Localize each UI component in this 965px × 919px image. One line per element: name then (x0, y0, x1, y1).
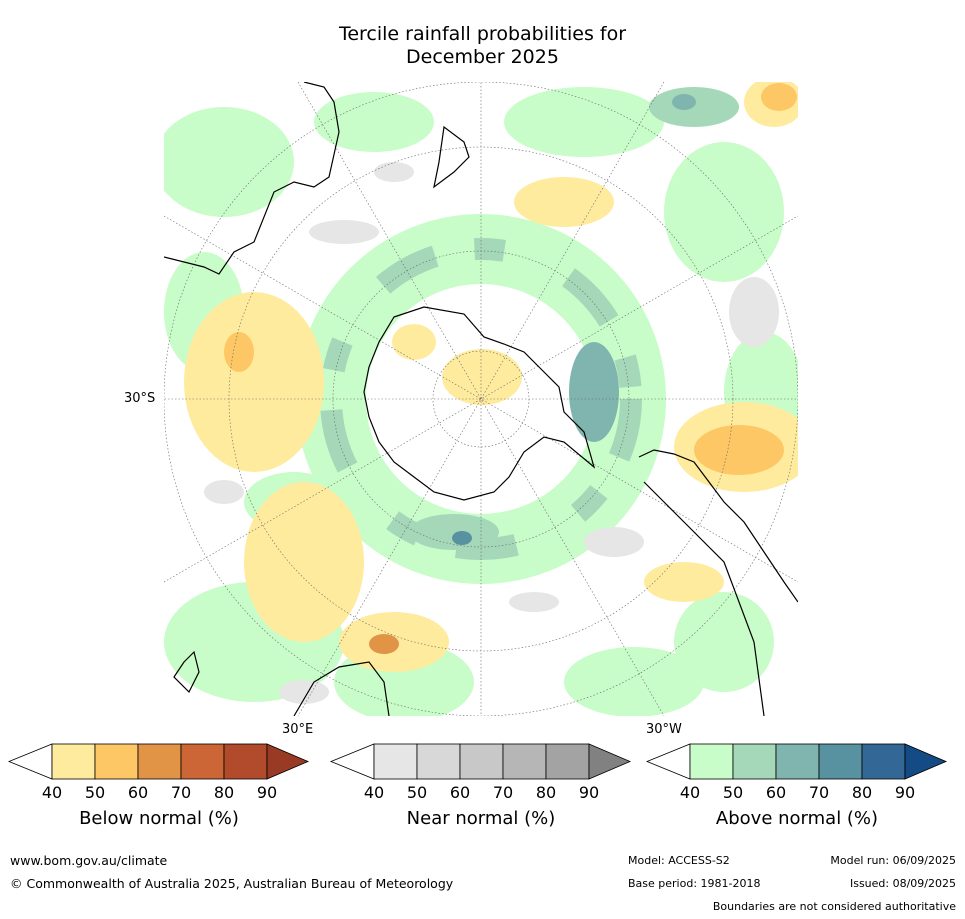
south-america-west (643, 481, 765, 716)
colorbar-segment (732, 743, 777, 780)
tick-label: 50 (406, 783, 428, 802)
model-text: Model: ACCESS-S2 (628, 854, 730, 867)
colorbar-above-normal (646, 743, 948, 780)
latitude-label-30s: 30°S (124, 391, 156, 406)
colorbar-segment (775, 743, 820, 780)
base-period-text: Base period: 1981-2018 (628, 877, 761, 890)
tick-label: 80 (851, 783, 873, 802)
below-normal-areas (184, 82, 798, 672)
australia-coast (164, 82, 340, 275)
tick-label: 60 (765, 783, 787, 802)
colorbar-extend-low (8, 743, 53, 780)
tick-label: 50 (84, 783, 106, 802)
colorbar-segment (502, 743, 547, 780)
tick-label: 80 (213, 783, 235, 802)
antarctica-coast (363, 306, 596, 501)
colorbar-near-title: Near normal (%) (406, 808, 556, 829)
colorbar-extend-low (646, 743, 691, 780)
new-zealand-coast (433, 125, 470, 189)
colorbar-segment (51, 743, 96, 780)
colorbar-extend-high (266, 743, 310, 780)
colorbar-segment (861, 743, 906, 780)
colorbar-below-title: Below normal (%) (79, 808, 239, 829)
rainfall-probability-map (164, 82, 798, 716)
colorbar-extend-high (588, 743, 632, 780)
longitude-label-30e: 30°E (282, 722, 314, 737)
graticule (164, 82, 798, 716)
tick-label: 70 (808, 783, 830, 802)
colorbar-segment (180, 743, 225, 780)
above-normal-darker (284, 87, 739, 550)
tick-label: 80 (535, 783, 557, 802)
madagascar-coast (173, 650, 200, 694)
colorbar-segment (223, 743, 268, 780)
website-link[interactable]: www.bom.gov.au/climate (10, 853, 168, 868)
tick-label: 60 (127, 783, 149, 802)
issued-text: Issued: 08/09/2025 (849, 877, 956, 890)
colorbar-segment (459, 743, 504, 780)
tick-label: 90 (894, 783, 916, 802)
tick-label: 40 (363, 783, 385, 802)
tick-label: 90 (256, 783, 278, 802)
colorbar-segment (545, 743, 590, 780)
model-run-text: Model run: 06/09/2025 (830, 854, 956, 867)
tick-label: 70 (492, 783, 514, 802)
tick-label: 60 (449, 783, 471, 802)
africa-coast (293, 661, 390, 716)
tick-label: 90 (578, 783, 600, 802)
colorbar-extend-low (330, 743, 375, 780)
near-normal-areas (204, 162, 779, 704)
colorbar-segment (689, 743, 734, 780)
colorbar-segment (818, 743, 863, 780)
south-america-coast (638, 449, 798, 603)
longitude-label-30w: 30°W (646, 722, 682, 737)
map-title-line-1: Tercile rainfall probabilities for (338, 23, 627, 45)
tick-label: 50 (722, 783, 744, 802)
tick-label: 70 (170, 783, 192, 802)
colorbar-above-title: Above normal (%) (715, 808, 879, 829)
colorbar-segment (373, 743, 418, 780)
colorbar-segment (94, 743, 139, 780)
colorbar-segment (137, 743, 182, 780)
colorbar-extend-high (904, 743, 948, 780)
copyright-text: © Commonwealth of Australia 2025, Austra… (10, 876, 454, 891)
coastlines (164, 82, 798, 716)
colorbar-segment (416, 743, 461, 780)
colorbar-below-normal (8, 743, 310, 780)
map-title-line-2: December 2025 (406, 46, 559, 68)
disclaimer-text: Boundaries are not considered authoritat… (712, 900, 956, 913)
tick-label: 40 (41, 783, 63, 802)
tick-label: 40 (679, 783, 701, 802)
colorbar-near-normal (330, 743, 632, 780)
